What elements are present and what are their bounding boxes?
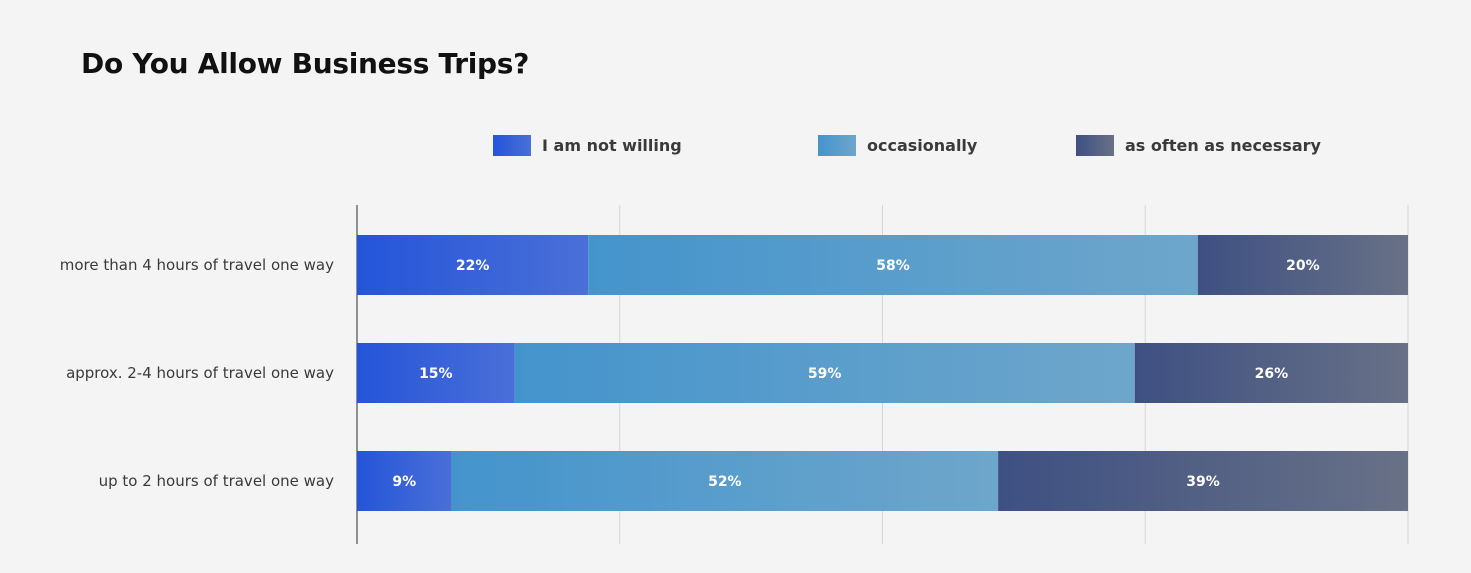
category-label: up to 2 hours of travel one way	[99, 472, 335, 490]
category-label: approx. 2-4 hours of travel one way	[66, 364, 334, 382]
bar-segment	[357, 343, 515, 403]
bar-segment	[1197, 235, 1408, 295]
legend-swatch-as-often-as-necessary	[1076, 134, 1114, 156]
data-label: 59%	[808, 366, 842, 382]
bars	[357, 235, 1408, 511]
bar-segment	[451, 451, 999, 511]
bar-segment	[514, 343, 1135, 403]
legend-item-occasionally: occasionally	[818, 132, 977, 158]
legend-label-not-willing: I am not willing	[542, 135, 682, 155]
legend-item-as-often-as-necessary: as often as necessary	[1076, 132, 1321, 158]
chart-title: Do You Allow Business Trips?	[81, 47, 530, 80]
data-label: 26%	[1255, 366, 1289, 382]
legend-swatch-not-willing	[493, 134, 531, 156]
data-label: 58%	[876, 258, 910, 274]
data-label: 20%	[1286, 258, 1320, 274]
data-label: 22%	[456, 258, 490, 274]
bar-segment	[1134, 343, 1408, 403]
bar-segment	[357, 235, 589, 295]
bar-segment	[998, 451, 1408, 511]
legend-label-occasionally: occasionally	[867, 135, 978, 155]
legend-item-not-willing: I am not willing	[493, 132, 682, 158]
bar-segment	[357, 451, 452, 511]
data-label: 9%	[392, 474, 416, 490]
data-label: 39%	[1186, 474, 1220, 490]
category-label: more than 4 hours of travel one way	[60, 256, 334, 274]
legend-label-as-often-as-necessary: as often as necessary	[1125, 135, 1321, 155]
data-label: 15%	[419, 366, 453, 382]
bar-segment	[588, 235, 1198, 295]
legend-swatch-occasionally	[818, 134, 856, 156]
labels: more than 4 hours of travel one way 22% 58…	[60, 256, 1320, 490]
data-label: 52%	[708, 474, 742, 490]
